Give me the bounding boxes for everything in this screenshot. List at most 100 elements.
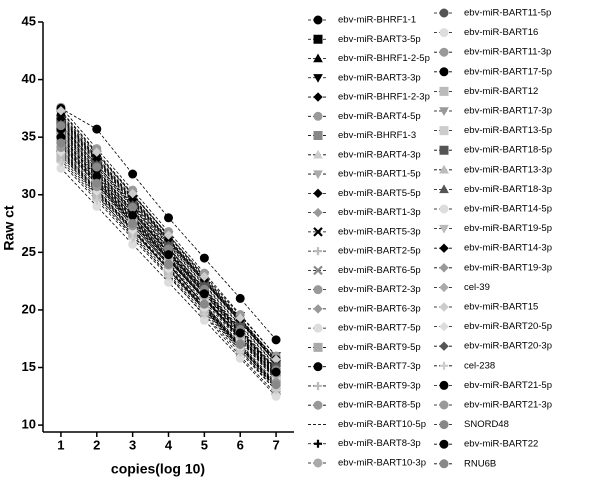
marker bbox=[163, 230, 174, 240]
legend-item: ebv-miR-BART4-3p bbox=[308, 149, 421, 160]
legend-item: ebv-miR-BHRF1-2-3p bbox=[308, 92, 430, 103]
legend-item: ebv-miR-BART9-3p bbox=[308, 380, 421, 391]
legend-marker bbox=[439, 164, 449, 174]
y-tick-label: 30 bbox=[22, 186, 36, 201]
legend-marker bbox=[313, 53, 323, 63]
legend-label: SNORD48 bbox=[464, 419, 509, 430]
legend-marker bbox=[313, 149, 323, 159]
legend-marker bbox=[439, 321, 449, 332]
legend-item: ebv-miR-BART12 bbox=[434, 86, 538, 97]
legend-item: ebv-miR-BART17-3p bbox=[434, 106, 552, 117]
legend-marker bbox=[439, 341, 449, 351]
legend-label: ebv-miR-BART4-3p bbox=[338, 149, 421, 160]
legend-label: ebv-miR-BART17-3p bbox=[464, 106, 552, 117]
y-tick-label: 20 bbox=[22, 301, 36, 316]
legend-marker bbox=[313, 458, 323, 468]
legend-marker bbox=[313, 131, 323, 141]
legend-item: ebv-miR-BART14-5p bbox=[434, 204, 552, 215]
y-tick-label: 45 bbox=[22, 13, 36, 28]
legend-item: ebv-miR-BART1-5p bbox=[308, 169, 421, 180]
legend-marker bbox=[313, 188, 323, 199]
legend-label: ebv-miR-BART3-3p bbox=[338, 72, 421, 83]
marker bbox=[164, 213, 173, 223]
legend-label: ebv-miR-BART20-3p bbox=[464, 341, 552, 352]
legend-item: ebv-miR-BART9-5p bbox=[308, 342, 421, 353]
marker bbox=[56, 158, 65, 167]
x-tick-label: 7 bbox=[272, 437, 279, 452]
legend-item: cel-238 bbox=[434, 360, 495, 371]
legend-label: ebv-miR-BART19-3p bbox=[464, 262, 552, 273]
legend-label: ebv-miR-BART14-5p bbox=[464, 204, 552, 215]
marker bbox=[164, 250, 173, 260]
marker bbox=[92, 124, 102, 134]
marker bbox=[271, 380, 281, 390]
marker bbox=[271, 367, 281, 377]
legend-label: ebv-miR-BART18-5p bbox=[464, 145, 552, 156]
legend-item: ebv-miR-BART7-5p bbox=[308, 323, 421, 334]
legend-marker bbox=[314, 381, 322, 390]
legend-label: ebv-miR-BART18-3p bbox=[464, 184, 552, 195]
legend-marker bbox=[314, 247, 322, 256]
legend-item: ebv-miR-BART8-5p bbox=[308, 400, 421, 411]
legend-label: ebv-miR-BART10-3p bbox=[338, 457, 426, 468]
legend-label: ebv-miR-BART8-3p bbox=[338, 438, 421, 449]
legend-marker bbox=[439, 243, 449, 253]
legend-marker bbox=[439, 380, 449, 390]
legend-label: ebv-miR-BART22 bbox=[464, 439, 538, 450]
marker bbox=[128, 234, 137, 243]
legend-marker bbox=[439, 86, 449, 96]
legend-item: ebv-miR-BART2-3p bbox=[308, 284, 421, 295]
legend-marker bbox=[439, 47, 449, 57]
legend-label: ebv-miR-BART2-5p bbox=[338, 246, 421, 257]
legend-item: ebv-miR-BHRF1-1 bbox=[308, 15, 416, 26]
series-line bbox=[60, 108, 277, 341]
legend-item: ebv-miR-BART5-3p bbox=[308, 226, 421, 237]
legend-label: ebv-miR-BART16 bbox=[464, 27, 538, 38]
legend-item: ebv-miR-BART13-3p bbox=[434, 164, 552, 175]
legend-item: ebv-miR-BHRF1-3 bbox=[308, 130, 416, 141]
legend-label: ebv-miR-BART7-3p bbox=[338, 361, 421, 372]
y-tick-label: 25 bbox=[22, 244, 36, 259]
legend-item: ebv-miR-BART7-3p bbox=[308, 361, 421, 372]
marker bbox=[235, 293, 245, 303]
legend-marker bbox=[313, 265, 323, 276]
legend-item: ebv-miR-BART5-5p bbox=[308, 188, 421, 199]
marker bbox=[92, 196, 101, 205]
legend-marker bbox=[439, 439, 449, 449]
legend-marker bbox=[439, 67, 449, 77]
legend-item: ebv-miR-BART18-3p bbox=[434, 184, 552, 195]
legend-marker bbox=[313, 304, 323, 314]
y-tick-label: 40 bbox=[22, 71, 36, 86]
legend-item: ebv-miR-BART19-3p bbox=[434, 262, 552, 273]
legend-label: ebv-miR-BART14-3p bbox=[464, 243, 552, 254]
legend-item: ebv-miR-BART18-5p bbox=[434, 145, 552, 156]
legend-label: ebv-miR-BART2-3p bbox=[338, 284, 421, 295]
legend-marker bbox=[439, 302, 449, 312]
legend-label: cel-238 bbox=[464, 360, 495, 371]
marker bbox=[199, 289, 209, 299]
legend-label: ebv-miR-BART10-5p bbox=[338, 419, 426, 430]
legend-marker bbox=[313, 207, 323, 218]
legend-marker bbox=[313, 285, 323, 295]
legend-marker bbox=[313, 74, 323, 83]
x-tick-label: 5 bbox=[201, 437, 208, 452]
legend-item: ebv-miR-BART11-3p bbox=[434, 47, 551, 58]
legend-label: RNU6B bbox=[464, 458, 496, 469]
legend-label: ebv-miR-BHRF1-1 bbox=[338, 15, 416, 26]
legend-label: ebv-miR-BART8-5p bbox=[338, 400, 421, 411]
legend-item: ebv-miR-BART13-5p bbox=[434, 125, 552, 136]
legend-item: ebv-miR-BART6-5p bbox=[308, 265, 421, 276]
legend-item: cel-39 bbox=[434, 282, 490, 293]
marker bbox=[128, 210, 138, 220]
legend-marker bbox=[439, 8, 449, 18]
legend-item: ebv-miR-BART21-3p bbox=[434, 400, 552, 411]
legend-marker bbox=[313, 342, 323, 352]
marker bbox=[92, 178, 102, 188]
marker bbox=[199, 253, 209, 263]
legend-marker bbox=[439, 459, 449, 469]
marker bbox=[128, 202, 138, 212]
x-tick-label: 4 bbox=[165, 437, 173, 452]
x-tick-label: 6 bbox=[237, 437, 244, 452]
legend-marker bbox=[439, 107, 449, 117]
